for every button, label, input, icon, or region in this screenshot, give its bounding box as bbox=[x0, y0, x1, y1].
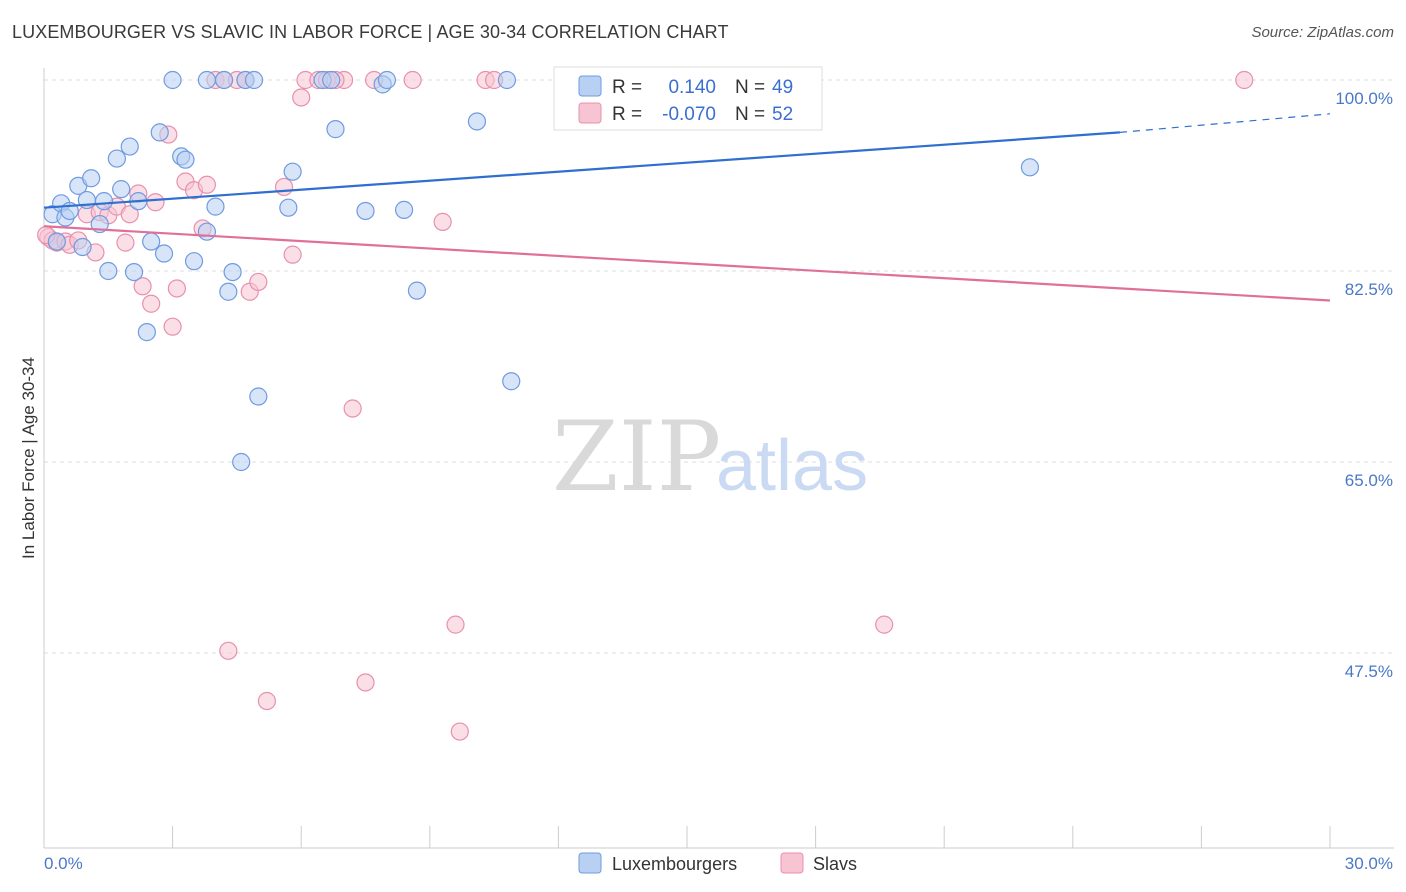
point-luxembourgers bbox=[232, 452, 251, 472]
legend-swatch-slav bbox=[578, 102, 602, 124]
point-slavs bbox=[403, 70, 422, 90]
point-luxembourgers bbox=[249, 387, 268, 406]
point-luxembourgers bbox=[219, 282, 238, 301]
point-slavs bbox=[116, 233, 135, 252]
point-luxembourgers bbox=[142, 232, 161, 251]
x-tick-label: 0.0% bbox=[44, 854, 83, 873]
point-slavs bbox=[219, 641, 238, 660]
legend-n-value-lux: 49 bbox=[772, 77, 793, 98]
trend-line-slavs bbox=[43, 225, 1331, 302]
point-slavs bbox=[875, 615, 894, 634]
point-luxembourgers bbox=[497, 70, 517, 90]
point-luxembourgers bbox=[137, 323, 156, 342]
legend-n-label-slav: N = bbox=[735, 104, 765, 125]
point-luxembourgers bbox=[326, 120, 345, 139]
point-luxembourgers bbox=[154, 244, 174, 263]
point-luxembourgers bbox=[184, 252, 204, 271]
point-slavs bbox=[142, 294, 161, 313]
source-label: Source: ZipAtlas.com bbox=[1251, 24, 1394, 41]
watermark-zip: ZIP bbox=[552, 401, 721, 513]
legend-swatch-lux bbox=[578, 75, 602, 97]
bottom-legend-label-lux: Luxembourgers bbox=[612, 854, 737, 874]
point-slavs bbox=[274, 177, 294, 197]
point-slavs bbox=[450, 722, 469, 741]
point-luxembourgers bbox=[82, 169, 101, 188]
point-luxembourgers bbox=[197, 70, 216, 90]
trend-line-luxembourgers-extension bbox=[1119, 113, 1331, 133]
point-slavs bbox=[343, 399, 362, 418]
legend-r-value-lux: 0.140 bbox=[668, 77, 716, 98]
y-tick-label: 82.5% bbox=[1345, 280, 1393, 299]
point-luxembourgers bbox=[407, 281, 427, 300]
y-axis-label: In Labor Force | Age 30-34 bbox=[19, 357, 38, 559]
bottom-legend: Luxembourgers Slavs bbox=[578, 852, 857, 874]
point-luxembourgers bbox=[244, 70, 264, 90]
point-luxembourgers bbox=[197, 222, 216, 241]
y-tick-label: 100.0% bbox=[1335, 89, 1393, 108]
point-slavs bbox=[433, 212, 452, 231]
point-slavs bbox=[292, 88, 311, 107]
point-luxembourgers bbox=[47, 232, 66, 251]
bottom-legend-label-slav: Slavs bbox=[813, 854, 857, 874]
bottom-legend-swatch-slav bbox=[780, 852, 804, 874]
point-luxembourgers bbox=[124, 262, 144, 282]
point-slavs bbox=[146, 193, 165, 212]
point-luxembourgers bbox=[176, 150, 195, 169]
legend-n-value-slav: 52 bbox=[772, 104, 793, 125]
chart-title: LUXEMBOURGER VS SLAVIC IN LABOR FORCE | … bbox=[12, 22, 729, 42]
point-luxembourgers bbox=[377, 70, 397, 90]
point-luxembourgers bbox=[99, 261, 118, 281]
point-luxembourgers bbox=[214, 70, 234, 90]
point-slavs bbox=[163, 317, 182, 336]
point-slavs bbox=[167, 279, 186, 298]
point-luxembourgers bbox=[94, 192, 114, 211]
point-luxembourgers bbox=[279, 198, 298, 217]
point-luxembourgers bbox=[150, 123, 169, 142]
point-luxembourgers bbox=[223, 262, 242, 282]
y-tick-labels: 47.5% 65.0% 82.5% 100.0% bbox=[1335, 89, 1393, 681]
point-slavs bbox=[249, 272, 268, 292]
point-luxembourgers bbox=[73, 237, 92, 257]
point-luxembourgers bbox=[356, 201, 375, 221]
point-slavs bbox=[133, 277, 152, 296]
y-tick-label: 65.0% bbox=[1345, 471, 1393, 490]
legend-r-value-slav: -0.070 bbox=[662, 104, 716, 125]
point-slavs bbox=[446, 615, 465, 634]
axes bbox=[43, 68, 1394, 849]
point-slavs bbox=[1235, 70, 1254, 90]
trend-line-luxembourgers bbox=[43, 131, 1121, 209]
y-tick-label: 47.5% bbox=[1345, 662, 1393, 681]
point-luxembourgers bbox=[1020, 158, 1040, 177]
point-luxembourgers bbox=[502, 372, 521, 391]
point-luxembourgers bbox=[163, 70, 182, 90]
legend-r-label-lux: R = bbox=[612, 77, 642, 98]
point-slavs bbox=[257, 691, 277, 711]
point-luxembourgers bbox=[394, 200, 414, 219]
gridlines bbox=[44, 79, 1394, 654]
legend-r-label-slav: R = bbox=[612, 104, 642, 125]
point-luxembourgers bbox=[283, 162, 302, 181]
watermark-atlas: atlas bbox=[716, 426, 868, 506]
point-luxembourgers bbox=[467, 112, 487, 131]
point-slavs bbox=[120, 205, 139, 224]
point-luxembourgers bbox=[120, 137, 139, 156]
point-slavs bbox=[356, 673, 375, 692]
trend-lines bbox=[43, 113, 1331, 302]
point-luxembourgers bbox=[322, 70, 341, 90]
bottom-legend-swatch-lux bbox=[578, 852, 602, 874]
point-luxembourgers bbox=[112, 180, 131, 199]
x-tick-labels: 0.0% 30.0% bbox=[44, 854, 1393, 873]
point-slavs bbox=[283, 245, 302, 264]
point-luxembourgers bbox=[206, 197, 225, 216]
legend-n-label-lux: N = bbox=[735, 77, 765, 98]
legend-box: R = 0.140 N = 49 R = -0.070 N = 52 bbox=[553, 66, 823, 131]
point-slavs bbox=[197, 175, 216, 194]
watermark: ZIP atlas bbox=[552, 401, 868, 513]
point-luxembourgers bbox=[107, 149, 126, 168]
x-tick-label: 30.0% bbox=[1345, 854, 1393, 873]
